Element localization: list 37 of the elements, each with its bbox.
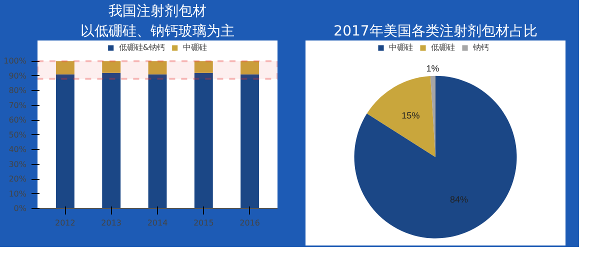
bar — [240, 74, 260, 208]
legend-label: 低硼硅&钠钙 — [118, 42, 166, 53]
legend-label: 低硼硅 — [431, 42, 455, 53]
data-label: 15% — [402, 110, 420, 121]
y-tick-label: 70% — [8, 100, 27, 110]
y-tick-label: 90% — [8, 71, 27, 80]
y-tick-label: 20% — [8, 174, 27, 184]
legend-label: 钠钙 — [473, 42, 490, 53]
y-tick-label: 0% — [14, 204, 27, 213]
y-tick-label: 60% — [8, 116, 27, 125]
chart-subtitle: 以低硼硅、钠钙玻璃为主 — [80, 24, 234, 40]
chart-title: 我国注射剂包材 — [108, 4, 206, 20]
x-tick-label: 2015 — [193, 218, 214, 228]
legend-label: 中硼硅 — [183, 42, 208, 53]
x-tick-label: 2013 — [101, 218, 122, 228]
legend-label: 中硼硅 — [389, 42, 413, 53]
bar — [148, 61, 167, 74]
y-tick-label: 100% — [4, 56, 27, 66]
bar — [240, 61, 260, 74]
data-label: 1% — [426, 64, 440, 74]
y-tick-label: 40% — [8, 145, 27, 154]
bar — [148, 74, 167, 208]
bar — [56, 74, 74, 208]
bar — [56, 61, 74, 74]
x-tick-label: 2016 — [240, 218, 260, 228]
bar — [194, 61, 213, 73]
x-tick-label: 2014 — [147, 218, 168, 228]
x-tick-label: 2012 — [55, 218, 76, 228]
chart-title: 2017年美国各类注射剂包材占比 — [334, 24, 538, 40]
bar — [194, 72, 213, 208]
bar — [102, 61, 121, 73]
y-tick-label: 80% — [8, 86, 27, 96]
y-tick-label: 30% — [8, 160, 27, 169]
y-tick-label: 10% — [8, 189, 27, 198]
bar — [102, 72, 121, 208]
y-tick-label: 50% — [8, 130, 27, 140]
data-label: 84% — [450, 194, 468, 204]
